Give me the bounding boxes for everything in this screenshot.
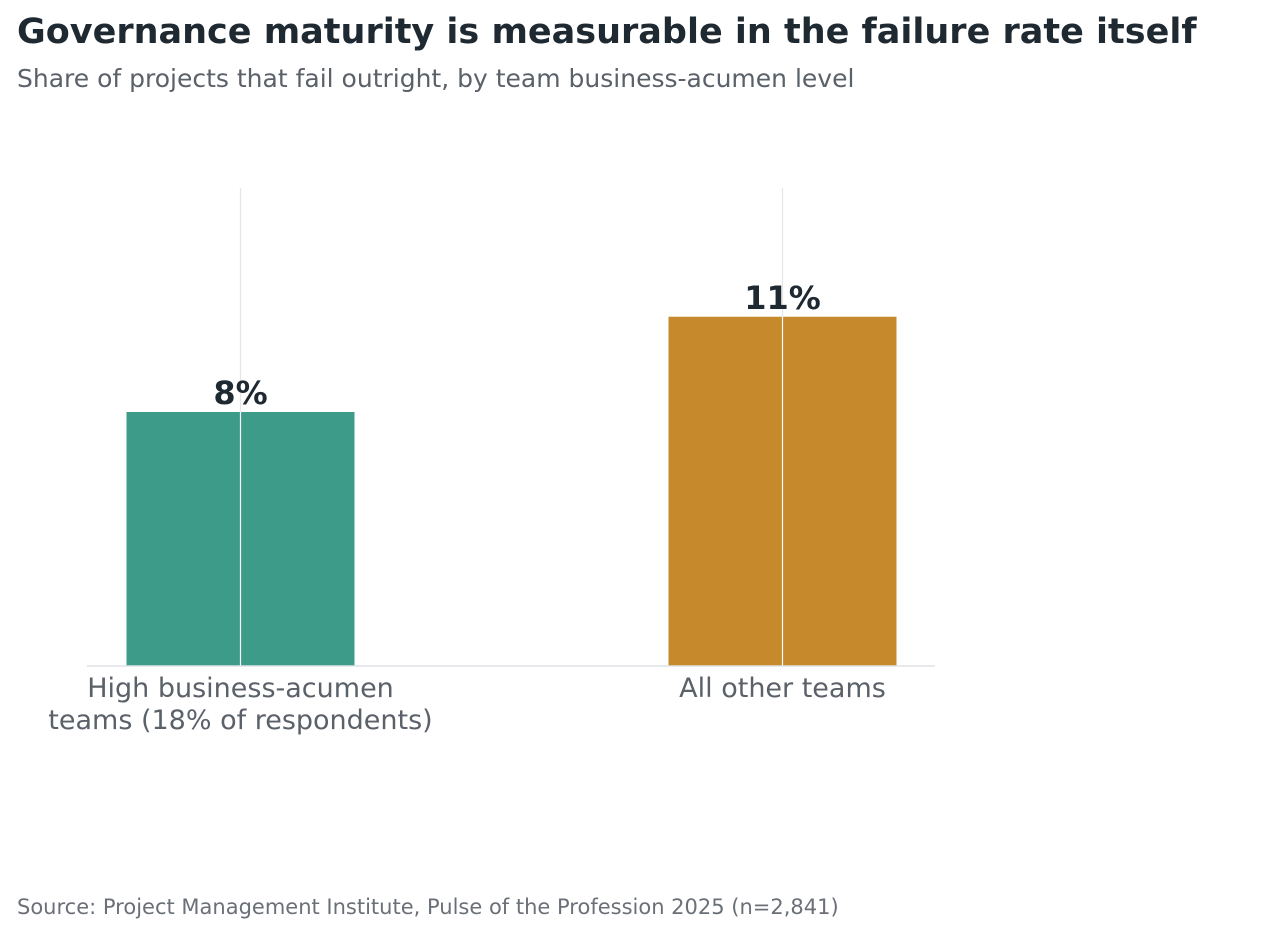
value-label-1: 8% [213,374,267,412]
category-label-line: teams (18% of respondents) [48,705,432,736]
chart-title: Governance maturity is measurable in the… [17,12,1197,52]
category-label-2: All other teams [679,673,886,704]
category-label-1: High business-acumen teams (18% of respon… [48,673,432,736]
source-note: Source: Project Management Institute, Pu… [17,895,839,919]
chart-subtitle: Share of projects that fail outright, by… [17,64,855,93]
category-label-line: All other teams [679,673,886,704]
category-label-line: High business-acumen [87,673,394,704]
bar-chart: 8% 11% High business-acumen teams (18% of r… [48,188,935,736]
value-label-2: 11% [744,279,821,317]
